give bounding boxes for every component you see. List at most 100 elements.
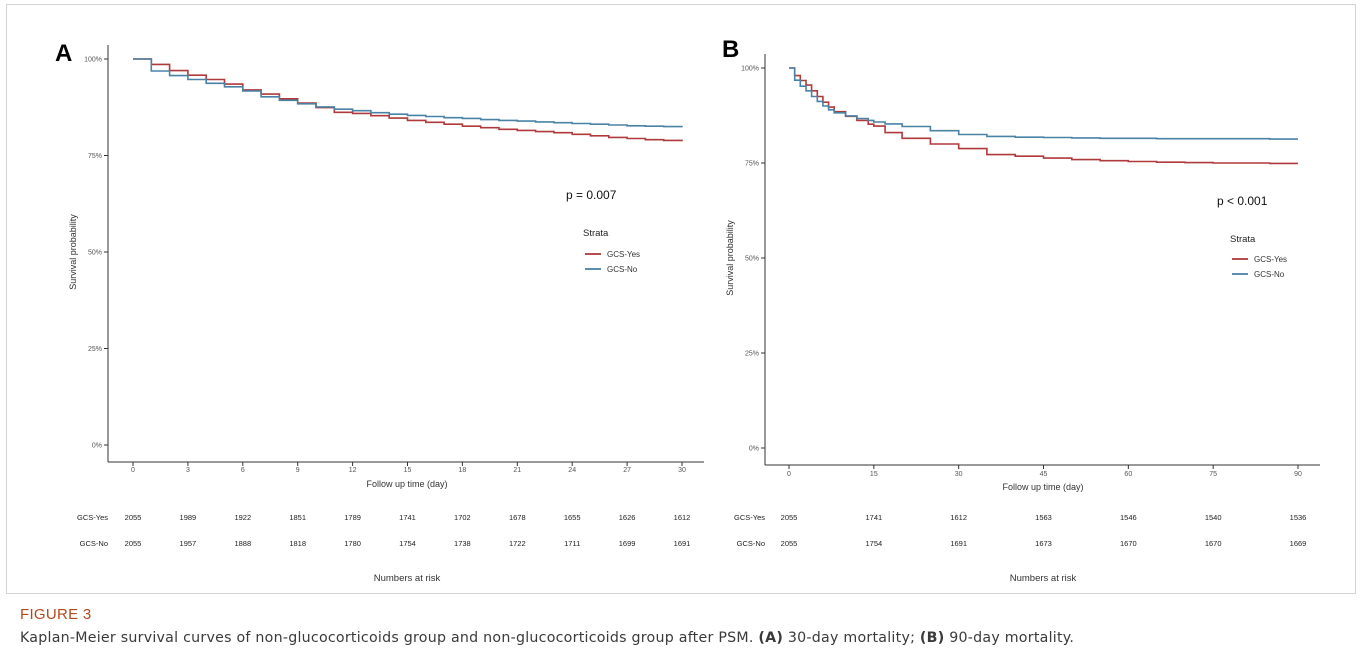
- x-tick-label: 12: [349, 467, 357, 474]
- risk-value: 1711: [564, 539, 580, 548]
- risk-row-label: GCS-Yes: [77, 513, 108, 522]
- risk-value: 1957: [180, 539, 197, 548]
- x-tick-label: 75: [1209, 471, 1217, 478]
- risk-row-label: GCS-Yes: [734, 513, 765, 522]
- x-axis-label: Follow up time (day): [1002, 482, 1083, 492]
- risk-value: 1612: [950, 513, 967, 522]
- risk-table: GCS-Yes 2055 1989 1922 1851 1789 1741 1702 1678 1…: [77, 513, 690, 584]
- risk-value: 1540: [1205, 513, 1222, 522]
- x-tick-label: 60: [1124, 471, 1132, 478]
- risk-value: 1702: [454, 513, 471, 522]
- risk-value: 1691: [674, 539, 691, 548]
- caption-a-text: 30-day mortality;: [787, 630, 916, 646]
- y-tick-label: 100%: [741, 66, 759, 73]
- y-tick-label: 25%: [88, 346, 102, 353]
- x-tick-label: 6: [241, 467, 245, 474]
- legend-label: GCS-Yes: [607, 250, 640, 259]
- y-axis-label: Survival probability: [68, 214, 78, 290]
- y-tick-label: 75%: [88, 153, 102, 160]
- y-tick-label: 0%: [92, 443, 102, 450]
- x-tick-label: 21: [513, 467, 521, 474]
- x-axis-label: Follow up time (day): [366, 479, 447, 489]
- legend: Strata GCS-Yes GCS-No: [583, 228, 640, 274]
- x-tick-label: 24: [568, 467, 576, 474]
- figure-frame: [6, 4, 1356, 594]
- x-tick-label: 3: [186, 467, 190, 474]
- caption-b-text: 90-day mortality.: [949, 630, 1075, 646]
- risk-value: 1546: [1120, 513, 1137, 522]
- km-curve-gcs-no: [133, 58, 683, 128]
- p-value-annotation: p = 0.007: [566, 188, 617, 202]
- legend-title: Strata: [1230, 234, 1256, 245]
- x-tick-label: 45: [1040, 471, 1048, 478]
- legend-label: GCS-No: [1254, 270, 1285, 279]
- risk-value: 1673: [1035, 539, 1052, 548]
- x-tick-label: 18: [459, 467, 467, 474]
- x-tick-label: 30: [678, 467, 686, 474]
- risk-value: 1989: [180, 513, 197, 522]
- risk-value: 2055: [125, 513, 142, 522]
- x-tick-label: 30: [955, 471, 963, 478]
- risk-value: 1655: [564, 513, 581, 522]
- risk-row-label: GCS-No: [737, 539, 765, 548]
- risk-value: 1818: [289, 539, 306, 548]
- figure-caption: FIGURE 3 Kaplan-Meier survival curves of…: [20, 606, 1350, 646]
- x-tick-label: 0: [131, 467, 135, 474]
- panel-label-a: A: [55, 40, 72, 67]
- caption-a-tag: (A): [758, 630, 784, 646]
- y-tick-label: 50%: [88, 250, 102, 257]
- risk-value: 1741: [865, 513, 882, 522]
- y-tick-label: 50%: [745, 256, 759, 263]
- risk-value: 2055: [125, 539, 142, 548]
- p-value-annotation: p < 0.001: [1217, 194, 1268, 208]
- risk-table: GCS-Yes 2055 1741 1612 1563 1546 1540 1536 GCS-N…: [734, 513, 1306, 584]
- risk-table-title: Numbers at risk: [374, 573, 441, 584]
- risk-table-title: Numbers at risk: [1010, 573, 1077, 584]
- km-curve-gcs-no: [789, 67, 1298, 140]
- y-tick-label: 25%: [745, 351, 759, 358]
- caption-intro: Kaplan-Meier survival curves of non-gluc…: [20, 630, 754, 646]
- km-curve-gcs-yes: [789, 67, 1298, 165]
- legend-label: GCS-Yes: [1254, 255, 1287, 264]
- risk-value: 1612: [674, 513, 691, 522]
- risk-value: 1722: [509, 539, 526, 548]
- x-tick-label: 9: [296, 467, 300, 474]
- y-tick-label: 100%: [84, 57, 102, 64]
- risk-value: 1563: [1035, 513, 1052, 522]
- risk-value: 1754: [399, 539, 416, 548]
- y-tick-label: 75%: [745, 161, 759, 168]
- risk-value: 1851: [289, 513, 306, 522]
- legend-title: Strata: [583, 228, 609, 239]
- x-tick-label: 90: [1294, 471, 1302, 478]
- risk-value: 1536: [1290, 513, 1307, 522]
- legend: Strata GCS-Yes GCS-No: [1230, 234, 1287, 279]
- risk-value: 1922: [234, 513, 251, 522]
- risk-value: 2055: [781, 539, 798, 548]
- panel-b: B 0% 25% 50% 75% 100% 0 15 30 45 60 75 90 Follow up t…: [722, 36, 1320, 584]
- risk-value: 1670: [1205, 539, 1222, 548]
- x-tick-label: 0: [787, 471, 791, 478]
- risk-value: 1678: [509, 513, 526, 522]
- risk-value: 1741: [399, 513, 416, 522]
- risk-value: 1691: [950, 539, 967, 548]
- risk-row-label: GCS-No: [80, 539, 108, 548]
- y-tick-label: 0%: [749, 446, 759, 453]
- risk-value: 1738: [454, 539, 471, 548]
- panel-label-b: B: [722, 36, 739, 63]
- y-axis-label: Survival probability: [725, 220, 735, 296]
- risk-value: 1626: [619, 513, 636, 522]
- risk-value: 1754: [865, 539, 882, 548]
- panel-a: A 0% 25% 50% 75% 100% 0 3 6 9 12 15 18 21 24 27 30 Follow…: [55, 40, 704, 584]
- risk-value: 1780: [344, 539, 361, 548]
- risk-value: 1699: [619, 539, 636, 548]
- risk-value: 1670: [1120, 539, 1137, 548]
- x-tick-label: 27: [623, 467, 631, 474]
- caption-b-tag: (B): [919, 630, 945, 646]
- figure-label: FIGURE 3: [20, 606, 92, 623]
- caption-text: Kaplan-Meier survival curves of non-gluc…: [20, 630, 1350, 646]
- risk-value: 2055: [781, 513, 798, 522]
- km-curve-gcs-yes: [133, 58, 683, 142]
- legend-label: GCS-No: [607, 265, 638, 274]
- risk-value: 1888: [234, 539, 251, 548]
- x-tick-label: 15: [404, 467, 412, 474]
